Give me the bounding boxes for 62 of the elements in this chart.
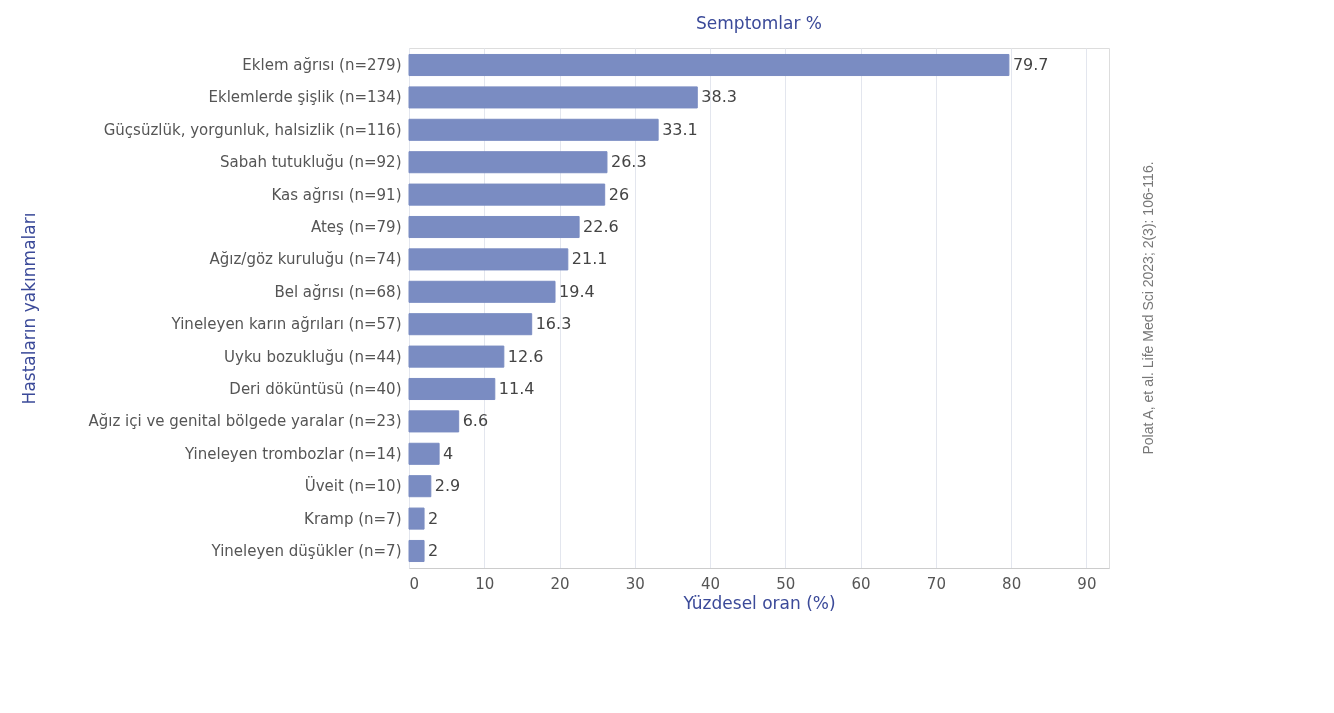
x-tick-label: 80 bbox=[1002, 574, 1022, 593]
x-tick-label: 30 bbox=[625, 574, 645, 593]
bar bbox=[408, 313, 533, 336]
x-tick-label: 90 bbox=[1077, 574, 1097, 593]
data-label: 11.4 bbox=[498, 379, 535, 398]
y-tick-label: Deri döküntüsü (n=40) bbox=[229, 380, 402, 398]
bar bbox=[408, 151, 608, 174]
y-tick-label: Güçsüzlük, yorgunluk, halsizlik (n=116) bbox=[103, 120, 402, 139]
data-label: 6.6 bbox=[462, 411, 489, 431]
bar bbox=[408, 53, 1010, 77]
x-tick-label: 40 bbox=[701, 574, 721, 593]
data-label: 12.6 bbox=[507, 346, 544, 366]
y-tick-label: Uyku bozukluğu (n=44) bbox=[224, 347, 402, 366]
y-tick-label: Yineleyen karın ağrıları (n=57) bbox=[170, 315, 402, 334]
bar bbox=[408, 215, 580, 239]
x-tick-label: 10 bbox=[475, 574, 495, 593]
data-label: 22.6 bbox=[583, 217, 619, 236]
data-label: 21.1 bbox=[571, 249, 608, 269]
x-tick-label: 70 bbox=[926, 574, 946, 593]
bar bbox=[408, 183, 606, 206]
y-tick-label: Yineleyen trombozlar (n=14) bbox=[183, 444, 402, 463]
chart-title: Semptomlar % bbox=[696, 13, 822, 33]
bar bbox=[408, 280, 556, 303]
data-label: 16.3 bbox=[535, 314, 572, 334]
x-axis-title: Yüzdesel oran (%) bbox=[682, 592, 836, 613]
x-tick-label: 0 bbox=[409, 574, 420, 593]
text: Polat A, et al. Life Med Sci 2023; 2(3): 106-116. bbox=[1140, 161, 1156, 455]
data-label: 79.7 bbox=[1012, 55, 1049, 75]
bar bbox=[408, 410, 460, 433]
data-label: 4 bbox=[443, 443, 454, 463]
x-tick-label: 50 bbox=[776, 574, 796, 593]
bar bbox=[408, 539, 425, 563]
bar bbox=[408, 475, 432, 498]
y-tick-label: Sabah tutukluğu (n=92) bbox=[219, 153, 402, 172]
bar bbox=[408, 442, 440, 465]
x-tick-label: 20 bbox=[550, 574, 570, 593]
y-tick-label: Ağız/göz kuruluğu (n=74) bbox=[209, 250, 402, 269]
data-label: 26.3 bbox=[610, 152, 647, 172]
data-label: 19.4 bbox=[559, 281, 595, 301]
bar bbox=[408, 345, 505, 368]
x-tick-label: 60 bbox=[851, 574, 871, 593]
bar bbox=[408, 86, 698, 109]
data-label: 26 bbox=[608, 184, 630, 204]
data-label: 2 bbox=[428, 540, 439, 560]
y-tick-label: Eklem ağrısı (n=279) bbox=[242, 56, 402, 75]
bar bbox=[408, 248, 569, 271]
y-tick-label: Eklemlerde şişlik (n=134) bbox=[208, 88, 402, 107]
data-label: 2.9 bbox=[434, 476, 461, 496]
bar bbox=[408, 507, 425, 530]
y-tick-label: Bel ağrısı (n=68) bbox=[274, 282, 402, 301]
y-tick-label: Üveit (n=10) bbox=[304, 476, 402, 496]
y-tick-label: Kramp (n=7) bbox=[304, 509, 402, 528]
y-axis-title: Hastaların yakınmaları bbox=[18, 212, 39, 405]
bar bbox=[408, 118, 659, 141]
data-label: 33.1 bbox=[662, 119, 698, 139]
y-tick-label: Yineleyen düşükler (n=7) bbox=[210, 541, 402, 560]
bar bbox=[408, 377, 496, 401]
y-tick-label: Ateş (n=79) bbox=[310, 218, 402, 236]
data-label: 2 bbox=[428, 508, 439, 528]
data-label: 38.3 bbox=[701, 87, 737, 107]
y-tick-label: Kas ağrısı (n=91) bbox=[271, 185, 402, 204]
y-tick-label: Ağız içi ve genital bölgede yaralar (n=23) bbox=[88, 412, 402, 431]
